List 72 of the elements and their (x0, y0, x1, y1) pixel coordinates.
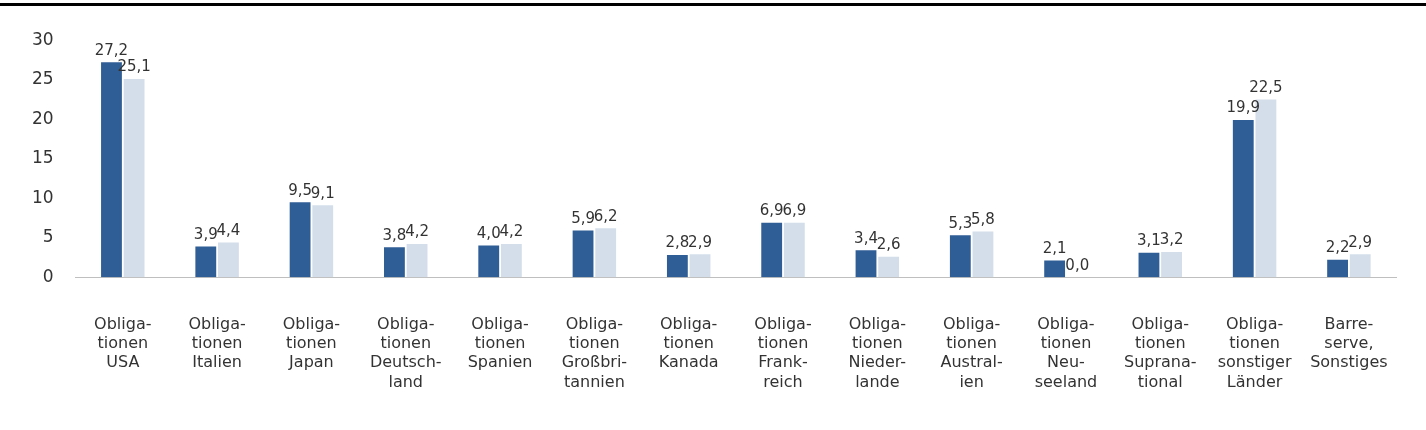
y-tick-label: 10 (31, 186, 54, 207)
bar (289, 202, 311, 278)
x-tick-label: Obliga- tionen Neu- seeland (1034, 313, 1098, 391)
bar (218, 242, 239, 278)
data-label: 4,0 (476, 223, 501, 242)
bar (949, 235, 971, 278)
data-label: 5,9 (571, 208, 595, 227)
data-label: 6,2 (593, 206, 618, 225)
x-tick-label: Obliga- tionen Italien (188, 313, 246, 372)
bar (666, 255, 688, 278)
data-label: 4,4 (216, 220, 241, 239)
x-tick-label: Obliga- tionen Deutsch- land (369, 313, 442, 391)
bar (761, 222, 783, 278)
x-tick-label: Obliga- tionen Suprana- tional (1123, 313, 1197, 391)
data-label: 4,2 (499, 222, 524, 241)
data-label: 5,3 (948, 213, 973, 232)
bar (1044, 260, 1066, 278)
data-label: 4,2 (405, 222, 429, 241)
x-tick-label: Obliga- tionen Spanien (467, 313, 533, 372)
y-tick-label: 15 (31, 147, 54, 168)
data-label: 3,4 (854, 228, 878, 247)
data-label: 19,9 (1226, 98, 1260, 117)
data-label: 27,2 (94, 40, 129, 59)
bar (572, 230, 594, 278)
bar (1161, 251, 1182, 278)
x-tick-label: Obliga- tionen sonstiger Länder (1217, 313, 1292, 391)
data-label: 2,8 (665, 233, 690, 252)
x-tick-label: Obliga- tionen Japan (282, 313, 341, 372)
bar (1349, 254, 1371, 278)
data-label: 22,5 (1249, 77, 1283, 96)
bar (1138, 252, 1160, 278)
data-label: 2,9 (688, 232, 712, 251)
bar (312, 205, 334, 278)
data-label: 0,0 (1065, 255, 1090, 274)
data-label: 2,1 (1042, 239, 1067, 257)
data-label: 6,9 (759, 201, 784, 220)
data-label: 3,2 (1159, 230, 1184, 249)
y-tick-label: 0 (42, 265, 54, 286)
bar (595, 228, 617, 278)
x-tick-label: Obliga- tionen Frank- reich (754, 313, 812, 391)
data-label: 6,9 (782, 201, 807, 220)
bar (783, 222, 805, 278)
bar (500, 244, 522, 278)
x-tick-label: Barre- serve, Sonstiges (1310, 313, 1388, 372)
data-label: 3,9 (193, 224, 218, 243)
bar (195, 246, 217, 278)
bar (1327, 259, 1348, 278)
bar (689, 254, 711, 278)
x-tick-label: Obliga- tionen Austral- ien (940, 313, 1003, 391)
y-tick-label: 30 (31, 28, 54, 49)
x-tick-label: Obliga- tionen Nieder- lande (848, 313, 907, 391)
data-label: 5,8 (971, 209, 995, 228)
x-tick-label: Obliga- tionen Kanada (658, 313, 719, 372)
x-tick-label: Obliga- tionen USA (94, 313, 152, 372)
bar (384, 247, 405, 278)
data-label: 3,1 (1137, 231, 1161, 250)
data-label: 9,1 (310, 183, 335, 202)
bar (123, 78, 145, 278)
bar (478, 245, 500, 278)
bar (972, 231, 994, 278)
bar (855, 250, 877, 278)
bar (878, 256, 900, 278)
data-label: 2,9 (1348, 232, 1373, 251)
data-label: 2,6 (876, 235, 901, 254)
data-label: 2,2 (1325, 238, 1350, 257)
bar (1232, 119, 1254, 278)
y-tick-label: 5 (42, 226, 54, 247)
x-tick-label: Obliga- tionen Großbri- tannien (561, 313, 628, 391)
data-label: 3,8 (382, 225, 407, 244)
bar (406, 244, 428, 278)
y-tick-label: 25 (31, 68, 54, 89)
y-tick-label: 20 (31, 107, 54, 128)
